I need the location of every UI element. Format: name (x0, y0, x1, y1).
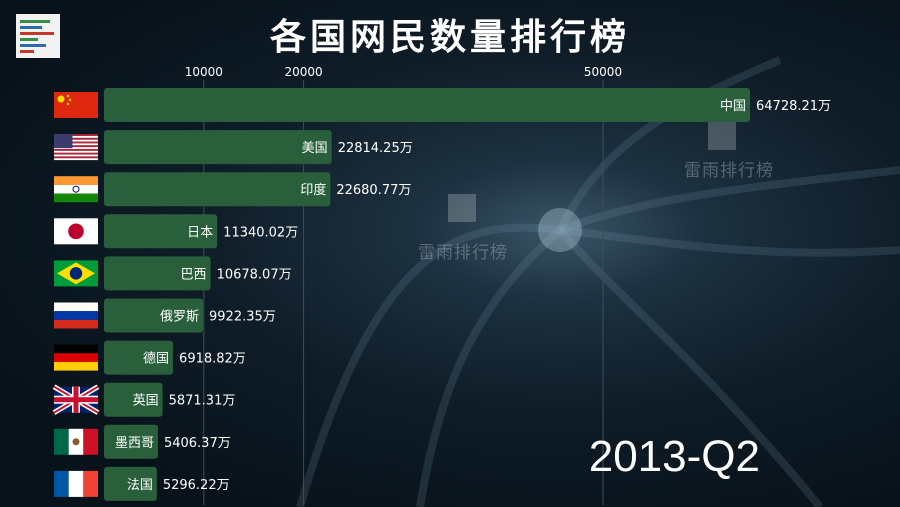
bar-value-label: 5296.22万 (163, 478, 230, 493)
bar (104, 256, 211, 291)
bar-value-label: 6918.82万 (179, 352, 246, 367)
bar (104, 382, 163, 417)
china-flag-icon (54, 92, 98, 118)
bar-category-label: 英国 (133, 394, 159, 409)
bar-value-label: 5871.31万 (169, 394, 236, 409)
bar-category-label: 巴西 (181, 267, 207, 282)
germany-flag-icon (54, 344, 98, 371)
bar (104, 88, 750, 122)
bar (104, 298, 204, 333)
bar-category-label: 美国 (302, 141, 328, 156)
bar-value-label: 9922.35万 (209, 310, 276, 325)
bar (104, 130, 332, 165)
x-tick-label: 20000 (285, 65, 323, 79)
bar-category-label: 德国 (143, 352, 169, 367)
bar-category-label: 印度 (300, 182, 326, 198)
period-label: 2013-Q2 (588, 432, 760, 481)
bar-value-label: 22814.25万 (338, 141, 413, 156)
bar (104, 172, 331, 207)
bar (104, 466, 157, 501)
chart-title: 各国网民数量排行榜 (269, 17, 630, 58)
bar-category-label: 中国 (720, 99, 746, 114)
bar-category-label: 日本 (187, 225, 213, 240)
bar-value-label: 22680.77万 (336, 183, 411, 198)
usa-flag-icon (54, 134, 98, 161)
bar-value-label: 5406.37万 (164, 436, 231, 451)
france-flag-icon (54, 470, 98, 497)
watermark-text: 雷雨排行榜 (684, 161, 774, 181)
bar-value-label: 11340.02万 (223, 225, 298, 240)
logo (16, 14, 60, 58)
x-tick-label: 10000 (185, 65, 223, 79)
bar-category-label: 俄罗斯 (160, 310, 199, 325)
bar (104, 424, 158, 459)
x-tick-label: 50000 (584, 65, 622, 79)
uk-flag-icon (52, 384, 100, 415)
bar-category-label: 法国 (127, 478, 153, 493)
watermark-logo (448, 194, 476, 222)
watermark-text: 雷雨排行榜 (418, 243, 508, 263)
japan-flag-icon (54, 218, 98, 245)
watermark-logo (708, 122, 736, 150)
bar (104, 340, 174, 375)
brazil-flag-icon (54, 260, 98, 287)
bar-value-label: 64728.21万 (756, 99, 831, 114)
bar-value-label: 10678.07万 (217, 267, 292, 282)
bar-category-label: 墨西哥 (115, 436, 154, 451)
russia-flag-icon (54, 302, 98, 329)
bar (104, 214, 218, 249)
india-flag-icon (54, 176, 98, 203)
mexico-flag-icon (54, 428, 98, 455)
